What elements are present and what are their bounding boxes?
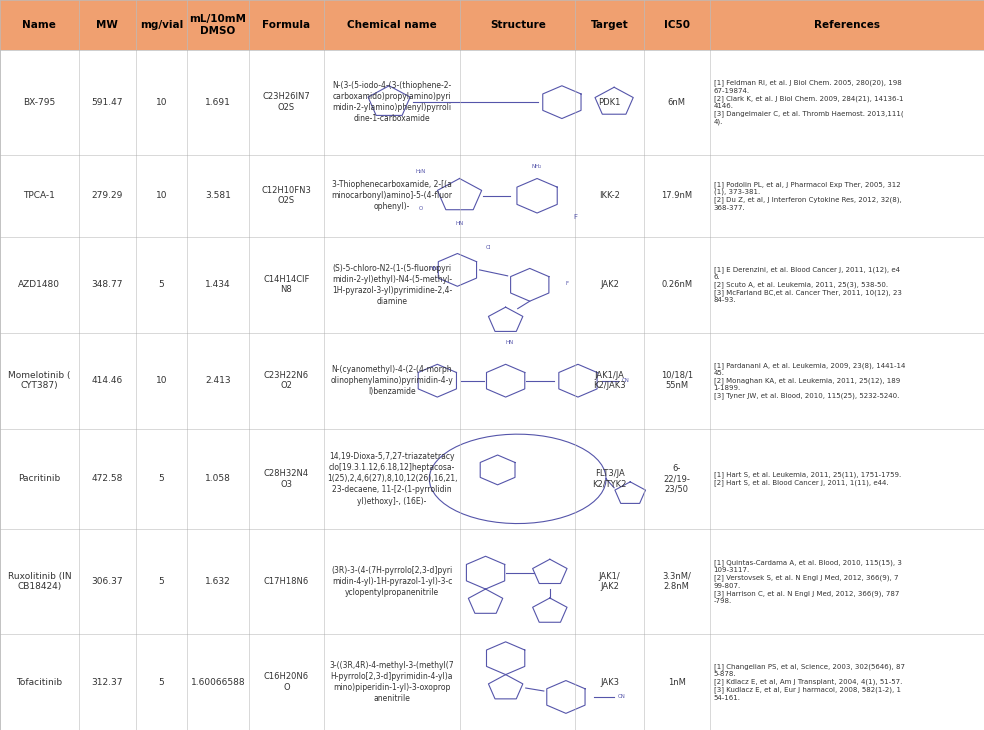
Bar <box>0 333 984 429</box>
Bar <box>0 237 984 333</box>
Text: AZD1480: AZD1480 <box>19 280 60 289</box>
Text: C23H26IN7
O2S: C23H26IN7 O2S <box>263 93 310 112</box>
Text: References: References <box>814 20 880 30</box>
Text: (S)-5-chloro-N2-(1-(5-fluoropyri
midin-2-yl)ethyl)-N4-(5-methyl-
1H-pyrazol-3-yl: (S)-5-chloro-N2-(1-(5-fluoropyri midin-2… <box>332 264 452 306</box>
Text: [1] Changelian PS, et al, Science, 2003, 302(5646), 87
5-878.
[2] Kdlacz E, et a: [1] Changelian PS, et al, Science, 2003,… <box>713 664 904 701</box>
Text: C17H18N6: C17H18N6 <box>264 577 309 586</box>
Text: C14H14ClF
N8: C14H14ClF N8 <box>264 275 310 294</box>
Text: 306.37: 306.37 <box>92 577 123 586</box>
Text: Name: Name <box>23 20 56 30</box>
Text: 1.691: 1.691 <box>206 98 231 107</box>
Text: HN: HN <box>456 220 463 226</box>
Text: JAK3: JAK3 <box>600 677 619 686</box>
Text: 279.29: 279.29 <box>92 191 123 200</box>
Text: Formula: Formula <box>263 20 311 30</box>
Text: 14,19-Dioxa-5,7,27-triazatetracy
clo[19.3.1.12,6.18,12]heptacosa-
1(25),2,4,6(27: 14,19-Dioxa-5,7,27-triazatetracy clo[19.… <box>327 452 458 506</box>
Text: 3-((3R,4R)-4-methyl-3-(methyl(7
H-pyrrolo[2,3-d]pyrimidin-4-yl)a
mino)piperidin-: 3-((3R,4R)-4-methyl-3-(methyl(7 H-pyrrol… <box>330 661 455 703</box>
Text: 6nM: 6nM <box>668 98 686 107</box>
Text: CN: CN <box>622 378 630 383</box>
Text: C12H10FN3
O2S: C12H10FN3 O2S <box>262 186 311 205</box>
Text: 1.60066588: 1.60066588 <box>191 677 245 686</box>
Text: 1.434: 1.434 <box>206 280 231 289</box>
Text: C23H22N6
O2: C23H22N6 O2 <box>264 371 309 391</box>
Text: 10/18/1
55nM: 10/18/1 55nM <box>660 371 693 391</box>
Text: [1] E Derenzini, et al. Blood Cancer J, 2011, 1(12), e4
6.
[2] Scuto A, et al. L: [1] E Derenzini, et al. Blood Cancer J, … <box>713 266 901 304</box>
Text: 0.26nM: 0.26nM <box>661 280 693 289</box>
Text: 312.37: 312.37 <box>92 677 123 686</box>
Text: IC50: IC50 <box>664 20 690 30</box>
Text: [1] Quintas-Cardama A, et al. Blood, 2010, 115(15), 3
109-3117.
[2] Verstovsek S: [1] Quintas-Cardama A, et al. Blood, 201… <box>713 559 901 604</box>
Text: 10: 10 <box>155 376 167 385</box>
Text: C28H32N4
O3: C28H32N4 O3 <box>264 469 309 488</box>
Bar <box>0 50 984 155</box>
Text: 5: 5 <box>158 280 164 289</box>
Bar <box>0 0 984 50</box>
Text: CN: CN <box>618 694 626 699</box>
Text: mL/10mM
DMSO: mL/10mM DMSO <box>190 14 247 36</box>
Text: 1.632: 1.632 <box>206 577 231 586</box>
Text: Chemical name: Chemical name <box>347 20 437 30</box>
Text: IKK-2: IKK-2 <box>599 191 620 200</box>
Text: MW: MW <box>96 20 118 30</box>
Text: TPCA-1: TPCA-1 <box>24 191 55 200</box>
Text: 5: 5 <box>158 577 164 586</box>
Text: 414.46: 414.46 <box>92 376 123 385</box>
Bar <box>0 155 984 237</box>
Text: 1.058: 1.058 <box>206 474 231 483</box>
Text: JAK1/JA
K2/JAK3: JAK1/JA K2/JAK3 <box>593 371 626 391</box>
Text: PDK1: PDK1 <box>598 98 621 107</box>
Text: 5: 5 <box>158 677 164 686</box>
Text: O: O <box>418 206 423 211</box>
Bar <box>0 634 984 730</box>
Text: Pacritinib: Pacritinib <box>19 474 60 483</box>
Text: FLT3/JA
K2/TYK2: FLT3/JA K2/TYK2 <box>592 469 627 488</box>
Text: mg/vial: mg/vial <box>140 20 183 30</box>
Text: 3.581: 3.581 <box>206 191 231 200</box>
Text: [1] Hart S, et al. Leukemia, 2011, 25(11), 1751-1759.
[2] Hart S, et al. Blood C: [1] Hart S, et al. Leukemia, 2011, 25(11… <box>713 472 900 486</box>
Text: 5: 5 <box>158 474 164 483</box>
Text: 1nM: 1nM <box>668 677 686 686</box>
Text: [1] Pardanani A, et al. Leukemia, 2009, 23(8), 1441-14
45.
[2] Monaghan KA, et a: [1] Pardanani A, et al. Leukemia, 2009, … <box>713 362 905 399</box>
Text: F: F <box>574 214 578 220</box>
Text: Tofacitinib: Tofacitinib <box>17 677 62 686</box>
Text: 3-Thiophenecarboxamide, 2-[(a
minocarbonyl)amino]-5-(4-fluor
ophenyl)-: 3-Thiophenecarboxamide, 2-[(a minocarbon… <box>332 180 453 212</box>
Text: N-(3-(5-iodo-4-(3-(thiophene-2-
carboxamido)propylamino)pyri
midin-2-ylamino)phe: N-(3-(5-iodo-4-(3-(thiophene-2- carboxam… <box>333 81 452 123</box>
Text: 17.9nM: 17.9nM <box>661 191 693 200</box>
Text: 2.413: 2.413 <box>206 376 231 385</box>
Text: Ruxolitinib (IN
CB18424): Ruxolitinib (IN CB18424) <box>8 572 71 591</box>
Text: BX-795: BX-795 <box>24 98 55 107</box>
Text: HN: HN <box>429 266 438 271</box>
Text: (3R)-3-(4-(7H-pyrrolo[2,3-d]pyri
midin-4-yl)-1H-pyrazol-1-yl)-3-c
yclopentylprop: (3R)-3-(4-(7H-pyrrolo[2,3-d]pyri midin-4… <box>332 566 453 597</box>
Text: Momelotinib (
CYT387): Momelotinib ( CYT387) <box>8 371 71 391</box>
Text: 591.47: 591.47 <box>92 98 123 107</box>
Text: NH₂: NH₂ <box>532 164 542 169</box>
Text: F: F <box>566 281 569 286</box>
Text: 10: 10 <box>155 98 167 107</box>
Text: JAK1/
JAK2: JAK1/ JAK2 <box>598 572 620 591</box>
Text: N-(cyanomethyl)-4-(2-(4-morph
olinophenylamino)pyrimidin-4-y
l)benzamide: N-(cyanomethyl)-4-(2-(4-morph olinopheny… <box>331 365 454 396</box>
Text: [1] Feldman RI, et al. J Biol Chem. 2005, 280(20), 198
67-19874.
[2] Clark K, et: [1] Feldman RI, et al. J Biol Chem. 2005… <box>713 80 903 125</box>
Bar <box>0 529 984 634</box>
Text: Structure: Structure <box>490 20 546 30</box>
Text: H₂N: H₂N <box>415 169 426 174</box>
Text: [1] Podolin PL, et al, J Pharmacol Exp Ther, 2005, 312
(1), 373-381.
[2] Du Z, e: [1] Podolin PL, et al, J Pharmacol Exp T… <box>713 181 901 211</box>
Text: 3.3nM/
2.8nM: 3.3nM/ 2.8nM <box>662 572 691 591</box>
Text: 472.58: 472.58 <box>92 474 123 483</box>
Bar <box>0 429 984 529</box>
Text: Cl: Cl <box>485 245 491 250</box>
Text: JAK2: JAK2 <box>600 280 619 289</box>
Text: 10: 10 <box>155 191 167 200</box>
Text: 348.77: 348.77 <box>92 280 123 289</box>
Text: C16H20N6
O: C16H20N6 O <box>264 672 309 692</box>
Text: HN: HN <box>506 340 514 345</box>
Text: 6-
22/19-
23/50: 6- 22/19- 23/50 <box>663 464 690 493</box>
Text: Target: Target <box>590 20 629 30</box>
